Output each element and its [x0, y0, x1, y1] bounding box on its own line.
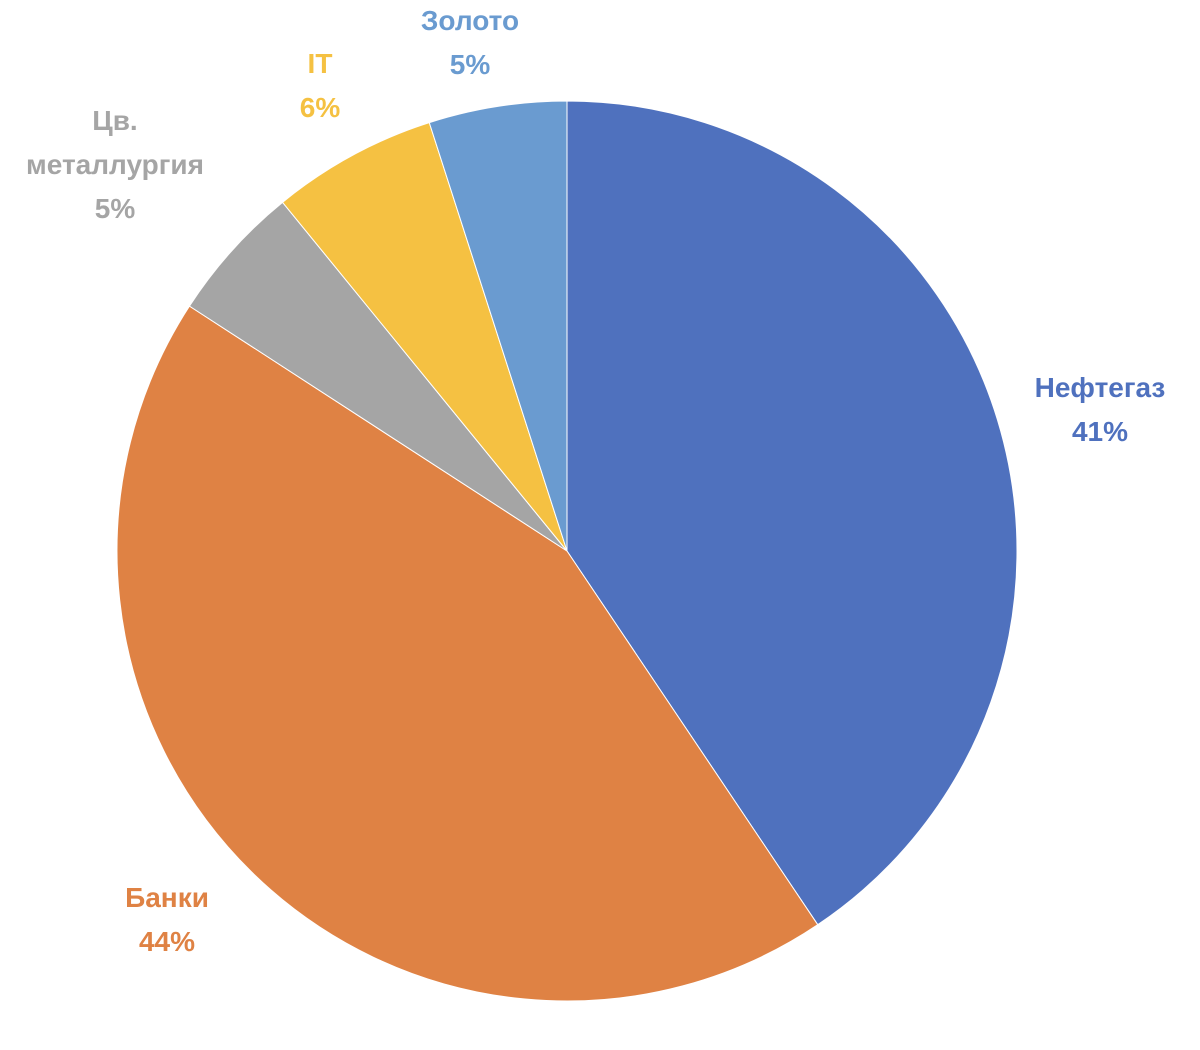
slice-label: IT 6% — [210, 42, 430, 130]
value-label: 5% — [94, 193, 136, 224]
slice-label: Банки 44% — [57, 876, 277, 964]
category-name: Золото — [420, 5, 520, 36]
category-name: IT — [307, 48, 333, 79]
slice-label: Золото 5% — [360, 0, 580, 87]
slice-label: Цв. металлургия 5% — [5, 99, 225, 231]
category-name: Банки — [125, 882, 209, 913]
value-label: 5% — [449, 49, 491, 80]
value-label: 6% — [299, 92, 341, 123]
pie-slice — [116, 305, 819, 1002]
pie-slice — [281, 121, 568, 552]
value-label: 41% — [1071, 416, 1129, 447]
slice-label: Нефтегаз 41% — [990, 366, 1200, 454]
value-label: 44% — [138, 926, 196, 957]
category-name: Нефтегаз — [1034, 372, 1166, 403]
pie-slice — [428, 100, 568, 552]
pie-slice — [566, 100, 1018, 926]
category-name: Цв. металлургия — [26, 105, 204, 180]
